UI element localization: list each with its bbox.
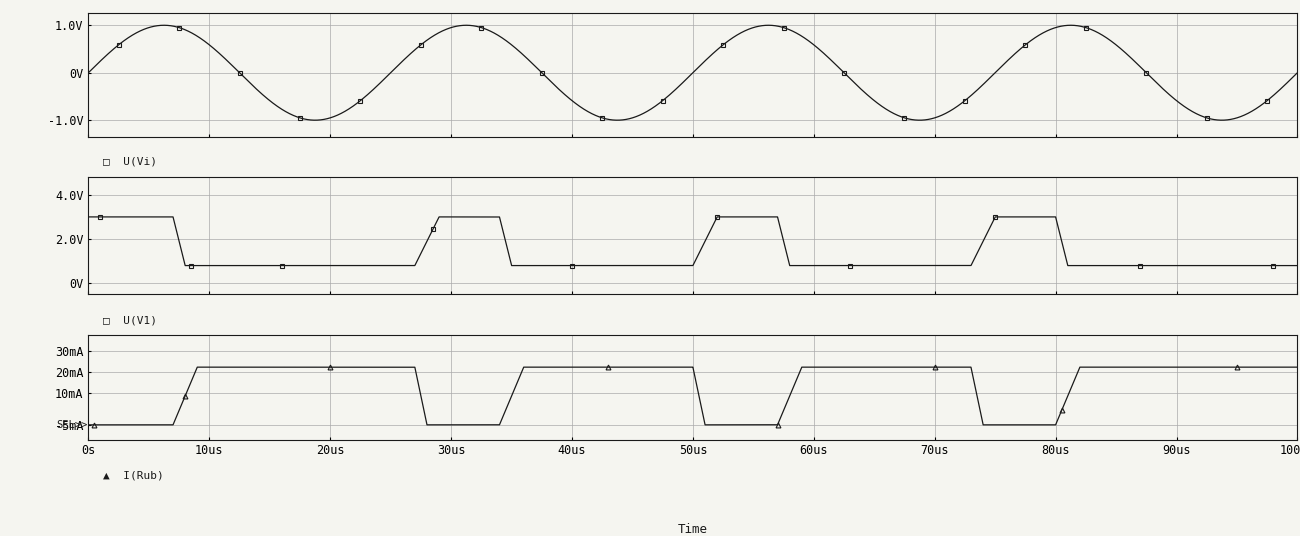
Text: □  U(Vi): □ U(Vi) bbox=[103, 157, 157, 167]
Text: Time: Time bbox=[677, 523, 709, 536]
Text: □  U(V1): □ U(V1) bbox=[103, 315, 157, 325]
Text: ▲  I(Rub): ▲ I(Rub) bbox=[103, 471, 164, 481]
Text: SEL>>: SEL>> bbox=[56, 420, 87, 430]
